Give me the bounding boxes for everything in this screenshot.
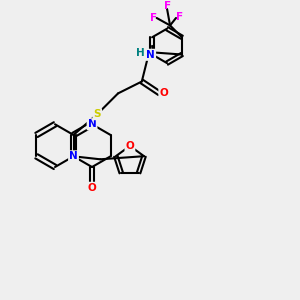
Text: F: F [150, 13, 157, 23]
Text: O: O [88, 183, 96, 193]
Text: F: F [176, 11, 183, 22]
Text: H: H [136, 48, 145, 58]
Text: S: S [94, 109, 101, 119]
Text: N: N [146, 50, 155, 60]
Text: O: O [159, 88, 168, 98]
Text: N: N [88, 119, 96, 129]
Text: F: F [164, 1, 171, 10]
Text: O: O [125, 141, 134, 151]
Text: N: N [69, 151, 78, 161]
